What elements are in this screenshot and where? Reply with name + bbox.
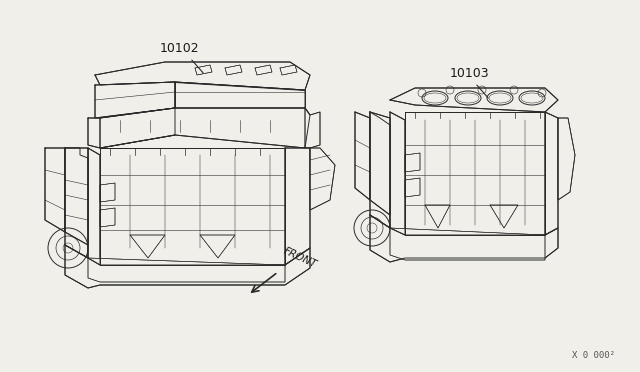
Polygon shape (100, 148, 285, 265)
Polygon shape (390, 228, 545, 260)
Polygon shape (310, 148, 335, 210)
Polygon shape (255, 65, 272, 75)
Polygon shape (175, 82, 305, 108)
Polygon shape (65, 148, 88, 245)
Polygon shape (95, 62, 310, 90)
Polygon shape (65, 148, 88, 258)
Polygon shape (65, 245, 310, 288)
Text: X 0 000²: X 0 000² (572, 351, 615, 360)
Polygon shape (95, 82, 175, 118)
Polygon shape (225, 65, 242, 75)
Polygon shape (545, 112, 558, 235)
Polygon shape (405, 178, 420, 197)
Polygon shape (88, 258, 285, 282)
Text: 10102: 10102 (160, 42, 200, 55)
Polygon shape (100, 108, 310, 148)
Polygon shape (45, 148, 65, 232)
Polygon shape (195, 65, 212, 75)
Polygon shape (558, 118, 575, 200)
Polygon shape (280, 65, 297, 75)
Polygon shape (88, 148, 100, 265)
Text: FRONT: FRONT (282, 246, 319, 270)
Polygon shape (490, 205, 518, 228)
Polygon shape (390, 112, 405, 235)
Polygon shape (405, 153, 420, 172)
Polygon shape (355, 112, 370, 200)
Polygon shape (370, 215, 558, 262)
Polygon shape (88, 108, 175, 148)
Polygon shape (100, 208, 115, 227)
Polygon shape (370, 112, 390, 215)
Polygon shape (285, 148, 310, 265)
Polygon shape (405, 112, 545, 235)
Polygon shape (390, 88, 558, 112)
Polygon shape (130, 235, 165, 258)
Text: 10103: 10103 (450, 67, 490, 80)
Polygon shape (305, 108, 320, 148)
Polygon shape (100, 183, 115, 202)
Polygon shape (200, 235, 235, 258)
Polygon shape (370, 112, 390, 228)
Polygon shape (425, 205, 450, 228)
